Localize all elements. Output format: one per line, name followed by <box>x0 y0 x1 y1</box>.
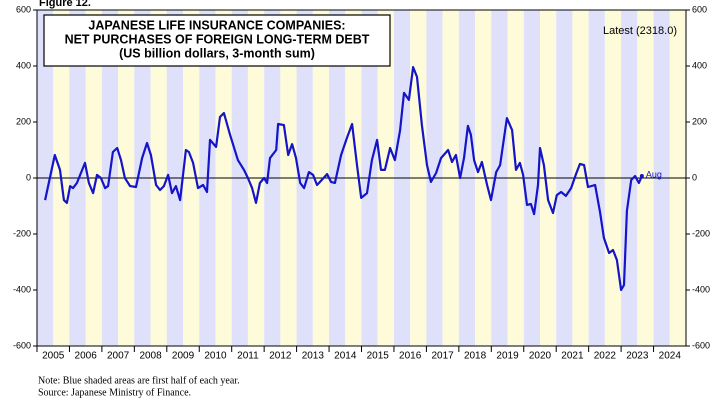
x-tick-label: 2016 <box>399 351 422 362</box>
y2-tick-label: -200 <box>692 228 710 238</box>
lines: Aug <box>44 66 662 292</box>
x-tick-label: 2017 <box>432 351 455 362</box>
x-tick-label: 2006 <box>75 351 98 362</box>
chart-title: JAPANESE LIFE INSURANCE COMPANIES: <box>88 18 345 32</box>
y-tick-label: -400 <box>13 284 31 294</box>
x-tick-label: 2020 <box>529 351 552 362</box>
y2-tick-label: -600 <box>692 340 710 350</box>
y2-tick-label: 200 <box>692 116 707 126</box>
last-point <box>639 174 644 179</box>
plot-frame <box>36 9 687 347</box>
figure-label: Figure 12. <box>39 0 91 9</box>
latest-annotation: Latest (2318.0) <box>603 25 677 37</box>
last-point-label: Aug <box>646 169 662 179</box>
y-tick-label: 200 <box>16 116 31 126</box>
data-line <box>44 66 643 292</box>
x-tick-label: 2013 <box>302 351 325 362</box>
title-box <box>43 14 391 67</box>
chart-title: NET PURCHASES OF FOREIGN LONG-TERM DEBT <box>65 32 370 46</box>
x-tick-label: 2007 <box>107 351 130 362</box>
x-tick-label: 2005 <box>42 351 65 362</box>
x-tick-label: 2009 <box>172 351 195 362</box>
y-tick-label: -600 <box>13 340 31 350</box>
y2-tick-label: 400 <box>692 60 707 70</box>
y2-tick-label: 600 <box>692 4 707 14</box>
x-tick-label: 2015 <box>367 351 390 362</box>
x-tick-label: 2011 <box>237 351 259 362</box>
source: Source: Japanese Ministry of Finance. <box>38 387 191 398</box>
x-tick-label: 2022 <box>594 351 617 362</box>
x-tick-label: 2023 <box>626 351 649 362</box>
y-tick-label: 400 <box>16 60 31 70</box>
x-tick-label: 2019 <box>496 351 519 362</box>
x-tick-label: 2021 <box>561 351 584 362</box>
note: Note: Blue shaded areas are first half o… <box>38 375 240 386</box>
x-tick-label: 2014 <box>334 351 357 362</box>
y2-tick-label: -400 <box>692 284 710 294</box>
x-tick-label: 2010 <box>204 351 227 362</box>
y-tick-label: 0 <box>26 172 31 182</box>
x-tick-label: 2018 <box>464 351 487 362</box>
x-tick-label: 2024 <box>659 351 682 362</box>
chart-subtitle: (US billion dollars, 3-month sum) <box>119 46 315 60</box>
x-tick-label: 2012 <box>269 351 292 362</box>
axes: 2005 2006 2007 2008 2009 2010 2011 2012 2013 2014… <box>13 4 710 361</box>
y-tick-label: -200 <box>13 228 31 238</box>
x-tick-label: 2008 <box>139 351 162 362</box>
y-tick-label: 600 <box>16 4 31 14</box>
y2-tick-label: 0 <box>692 172 697 182</box>
